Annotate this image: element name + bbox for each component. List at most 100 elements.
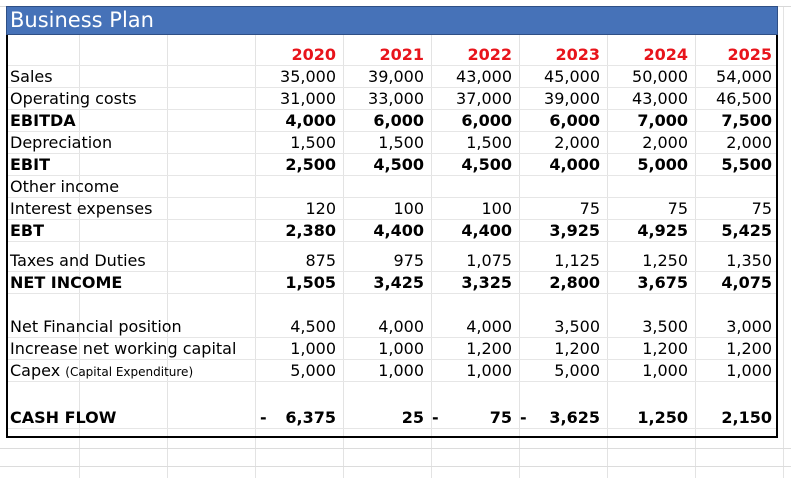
- row-label[interactable]: Other income: [10, 177, 120, 196]
- value-cell[interactable]: 2,000: [554, 133, 600, 152]
- value-cell[interactable]: 6,000: [373, 111, 424, 130]
- value-cell[interactable]: 35,000: [280, 67, 336, 86]
- row-label[interactable]: Net Financial position: [10, 317, 182, 336]
- value-cell[interactable]: 5,000: [554, 361, 600, 380]
- value-cell[interactable]: 120: [305, 199, 336, 218]
- value-cell[interactable]: 975: [393, 251, 424, 270]
- value-cell[interactable]: 39,000: [544, 89, 600, 108]
- row-label[interactable]: Sales: [10, 67, 53, 86]
- value-cell[interactable]: 3,325: [461, 273, 512, 292]
- value-cell[interactable]: 50,000: [632, 67, 688, 86]
- value-cell[interactable]: 75: [579, 199, 600, 218]
- title-cell[interactable]: Business Plan: [6, 6, 778, 35]
- value-cell[interactable]: 2,380: [285, 221, 336, 240]
- value-cell[interactable]: 1,000: [642, 361, 688, 380]
- value-cell[interactable]: 6,000: [461, 111, 512, 130]
- value-cell[interactable]: 3,425: [373, 273, 424, 292]
- value-cell[interactable]: 1,500: [378, 133, 424, 152]
- value-cell[interactable]: 1,505: [285, 273, 336, 292]
- row-label[interactable]: Operating costs: [10, 89, 137, 108]
- value-cell[interactable]: 4,000: [466, 317, 512, 336]
- value-cell[interactable]: 5,000: [290, 361, 336, 380]
- value-cell[interactable]: 3,500: [554, 317, 600, 336]
- value-cell[interactable]: 3,675: [637, 273, 688, 292]
- value-cell[interactable]: 1,000: [726, 361, 772, 380]
- value-cell[interactable]: 4,000: [549, 155, 600, 174]
- value-cell[interactable]: 4,500: [290, 317, 336, 336]
- row-label[interactable]: EBIT: [10, 155, 50, 174]
- value-cell[interactable]: 46,500: [716, 89, 772, 108]
- value-cell[interactable]: 3,500: [642, 317, 688, 336]
- value-cell[interactable]: 1,200: [466, 339, 512, 358]
- row-label[interactable]: NET INCOME: [10, 273, 123, 292]
- value-cell[interactable]: 1,000: [466, 361, 512, 380]
- value-cell[interactable]: 1,250: [637, 408, 688, 427]
- row-label[interactable]: Taxes and Duties: [10, 251, 146, 270]
- value-cell[interactable]: 2,000: [642, 133, 688, 152]
- value-cell[interactable]: 1,500: [290, 133, 336, 152]
- value-cell[interactable]: 37,000: [456, 89, 512, 108]
- value-cell[interactable]: 5,425: [721, 221, 772, 240]
- value-cell[interactable]: 75: [489, 408, 512, 427]
- value-cell[interactable]: 1,200: [554, 339, 600, 358]
- value-cell[interactable]: 1,200: [726, 339, 772, 358]
- value-cell[interactable]: 4,000: [285, 111, 336, 130]
- value-cell[interactable]: 2,800: [549, 273, 600, 292]
- value-cell[interactable]: 5,000: [637, 155, 688, 174]
- year-header-cell[interactable]: 2024: [643, 45, 688, 64]
- value-cell[interactable]: 33,000: [368, 89, 424, 108]
- row-label[interactable]: Capex (Capital Expenditure): [10, 360, 193, 383]
- value-cell[interactable]: 4,500: [373, 155, 424, 174]
- value-cell[interactable]: 6,000: [549, 111, 600, 130]
- value-cell[interactable]: 1,500: [466, 133, 512, 152]
- value-cell[interactable]: 75: [751, 199, 772, 218]
- value-cell[interactable]: 1,250: [642, 251, 688, 270]
- row-label[interactable]: Interest expenses: [10, 199, 153, 218]
- value-cell[interactable]: 2,150: [721, 408, 772, 427]
- value-cell[interactable]: 6,375: [285, 408, 336, 427]
- value-cell[interactable]: 45,000: [544, 67, 600, 86]
- row-label[interactable]: Depreciation: [10, 133, 113, 152]
- value-cell[interactable]: 25: [401, 408, 424, 427]
- value-cell[interactable]: 100: [481, 199, 512, 218]
- value-cell[interactable]: 4,400: [461, 221, 512, 240]
- value-cell[interactable]: 2,500: [285, 155, 336, 174]
- value-cell[interactable]: 2,000: [726, 133, 772, 152]
- value-cell[interactable]: 7,500: [721, 111, 772, 130]
- value-cell[interactable]: 1,125: [554, 251, 600, 270]
- row-label[interactable]: EBITDA: [10, 111, 76, 130]
- value-cell[interactable]: 1,000: [290, 339, 336, 358]
- value-cell[interactable]: 1,000: [378, 339, 424, 358]
- value-cell[interactable]: 43,000: [456, 67, 512, 86]
- value-cell[interactable]: 5,500: [721, 155, 772, 174]
- value-cell[interactable]: 3,925: [549, 221, 600, 240]
- row-label[interactable]: EBT: [10, 221, 45, 240]
- year-header-cell[interactable]: 2021: [379, 45, 424, 64]
- row-label[interactable]: CASH FLOW: [10, 408, 117, 427]
- value-cell[interactable]: 1,350: [726, 251, 772, 270]
- value-cell[interactable]: 4,500: [461, 155, 512, 174]
- value-cell[interactable]: 39,000: [368, 67, 424, 86]
- year-header-cell[interactable]: 2023: [555, 45, 600, 64]
- value-cell[interactable]: 54,000: [716, 67, 772, 86]
- value-cell[interactable]: 31,000: [280, 89, 336, 108]
- value-cell[interactable]: 4,400: [373, 221, 424, 240]
- value-cell[interactable]: 3,000: [726, 317, 772, 336]
- value-cell[interactable]: 1,075: [466, 251, 512, 270]
- value-cell[interactable]: 1,000: [378, 361, 424, 380]
- year-header-cell[interactable]: 2025: [727, 45, 772, 64]
- year-header-cell[interactable]: 2022: [467, 45, 512, 64]
- value-cell[interactable]: 43,000: [632, 89, 688, 108]
- value-cell[interactable]: 4,075: [721, 273, 772, 292]
- value-cell[interactable]: 4,000: [378, 317, 424, 336]
- value-cell[interactable]: 3,625: [549, 408, 600, 427]
- value-cell[interactable]: 1,200: [642, 339, 688, 358]
- value-cell[interactable]: 875: [305, 251, 336, 270]
- value-cell[interactable]: 100: [393, 199, 424, 218]
- year-header-cell[interactable]: 2020: [291, 45, 336, 64]
- value-cell[interactable]: 75: [667, 199, 688, 218]
- row-label[interactable]: Increase net working capital: [10, 339, 237, 358]
- value-cell[interactable]: 4,925: [637, 221, 688, 240]
- value-cell[interactable]: 7,000: [637, 111, 688, 130]
